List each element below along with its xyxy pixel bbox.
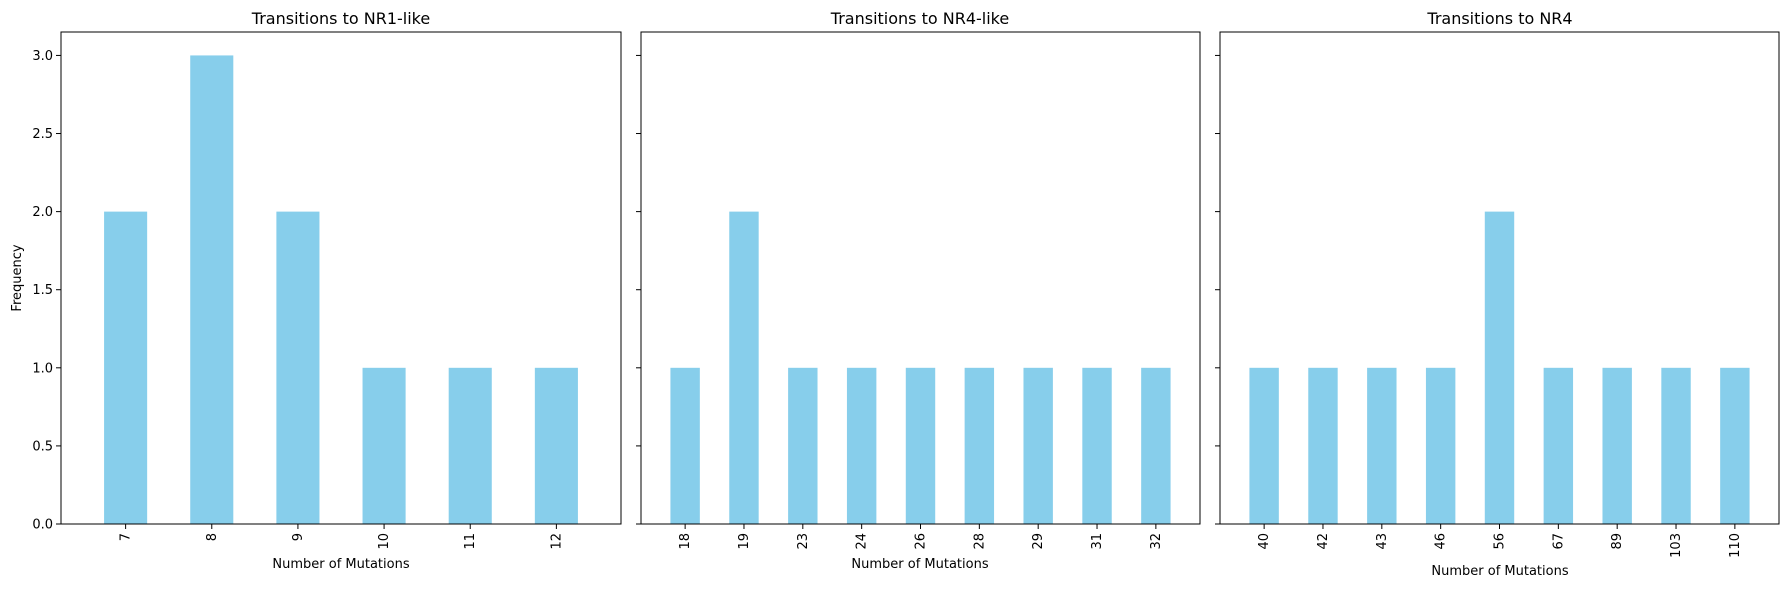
bar-67: [1543, 367, 1574, 524]
y-tick-label: 1.5: [32, 283, 53, 298]
x-tick-label: 43: [1375, 533, 1390, 550]
bar-46: [1425, 367, 1456, 524]
panel-1-x-axis-label: Number of Mutations: [272, 557, 409, 572]
panel-3-x-ticks: 40 42 43 46 56 67 89 103 110: [1257, 524, 1743, 558]
bar-12: [534, 367, 578, 524]
panel-3-y-ticks: [1215, 54, 1220, 525]
x-tick-label: 31: [1090, 533, 1105, 550]
x-tick-label: 8: [205, 533, 220, 541]
x-tick-label: 10: [377, 533, 392, 550]
bar-24: [846, 367, 877, 524]
bar-103: [1661, 367, 1691, 524]
y-tick-label: 3.0: [32, 49, 53, 64]
bar-10: [362, 367, 406, 524]
x-tick-label: 18: [678, 533, 693, 550]
x-tick-label: 89: [1610, 533, 1625, 550]
panel-nr1-like: Transitions to NR1-like 7 8 9 10 11 12 0.0 0.5…: [10, 9, 622, 572]
panel-3-title: Transitions to NR4: [1426, 9, 1572, 28]
bar-40: [1249, 367, 1279, 524]
bar-19: [729, 211, 759, 524]
bar-89: [1602, 367, 1632, 524]
x-tick-label: 46: [1434, 533, 1449, 550]
x-tick-label: 32: [1149, 533, 1164, 550]
bar-110: [1720, 367, 1750, 524]
panel-2-title: Transitions to NR4-like: [830, 9, 1009, 28]
panel-nr4-like: Transitions to NR4-like 18 19 23 24 26 28 29 31…: [636, 9, 1201, 572]
x-tick-label: 12: [549, 533, 564, 550]
x-tick-label: 110: [1728, 533, 1743, 558]
bar-28: [964, 367, 995, 524]
y-tick-label: 0.0: [32, 518, 53, 533]
bar-8: [190, 55, 234, 525]
panel-1-y-ticks: 0.0 0.5 1.0 1.5 2.0 2.5 3.0: [32, 49, 61, 533]
bar-18: [670, 367, 700, 524]
panel-3-bars: [1249, 211, 1750, 524]
x-tick-label: 23: [796, 533, 811, 550]
x-tick-label: 67: [1551, 533, 1566, 550]
x-tick-label: 42: [1316, 533, 1331, 550]
x-tick-label: 56: [1493, 533, 1508, 550]
y-tick-label: 2.5: [32, 127, 53, 142]
bar-23: [788, 367, 818, 524]
y-tick-label: 2.0: [32, 205, 53, 220]
panel-2-bars: [670, 211, 1171, 524]
x-tick-label: 29: [1031, 533, 1046, 550]
panel-1-x-ticks: 7 8 9 10 11 12: [119, 524, 564, 550]
panel-nr4: Transitions to NR4 40 42 43 46 56 67 89 103 110 …: [1215, 9, 1780, 579]
x-tick-label: 7: [119, 533, 134, 541]
panel-1-bars: [104, 55, 578, 525]
x-tick-label: 26: [914, 533, 929, 550]
panel-3-x-axis-label: Number of Mutations: [1431, 564, 1568, 579]
y-axis-label: Frequency: [10, 244, 25, 311]
x-tick-label: 28: [972, 533, 987, 550]
bar-7: [104, 211, 148, 524]
bar-9: [276, 211, 320, 524]
panel-2-x-ticks: 18 19 23 24 26 28 29 31 32: [678, 524, 1164, 550]
x-tick-label: 24: [855, 533, 870, 550]
x-tick-label: 40: [1257, 533, 1272, 550]
x-tick-label: 11: [463, 533, 478, 550]
bar-56: [1484, 211, 1515, 524]
bar-42: [1308, 367, 1338, 524]
bar-31: [1082, 367, 1112, 524]
bar-11: [448, 367, 492, 524]
panel-2-frame: [640, 31, 1201, 525]
y-tick-label: 0.5: [32, 439, 53, 454]
panel-2-x-axis-label: Number of Mutations: [851, 557, 988, 572]
bar-32: [1141, 367, 1171, 524]
x-tick-label: 19: [737, 533, 752, 550]
x-tick-label: 9: [291, 533, 306, 541]
x-tick-label: 103: [1669, 533, 1684, 558]
bar-43: [1367, 367, 1397, 524]
panel-1-frame: [60, 31, 622, 525]
bar-26: [905, 367, 936, 524]
bar-29: [1023, 367, 1053, 524]
panel-1-title: Transitions to NR1-like: [251, 9, 430, 28]
panel-2-y-ticks: [636, 54, 641, 525]
y-tick-label: 1.0: [32, 361, 53, 376]
panel-3-frame: [1219, 31, 1780, 525]
